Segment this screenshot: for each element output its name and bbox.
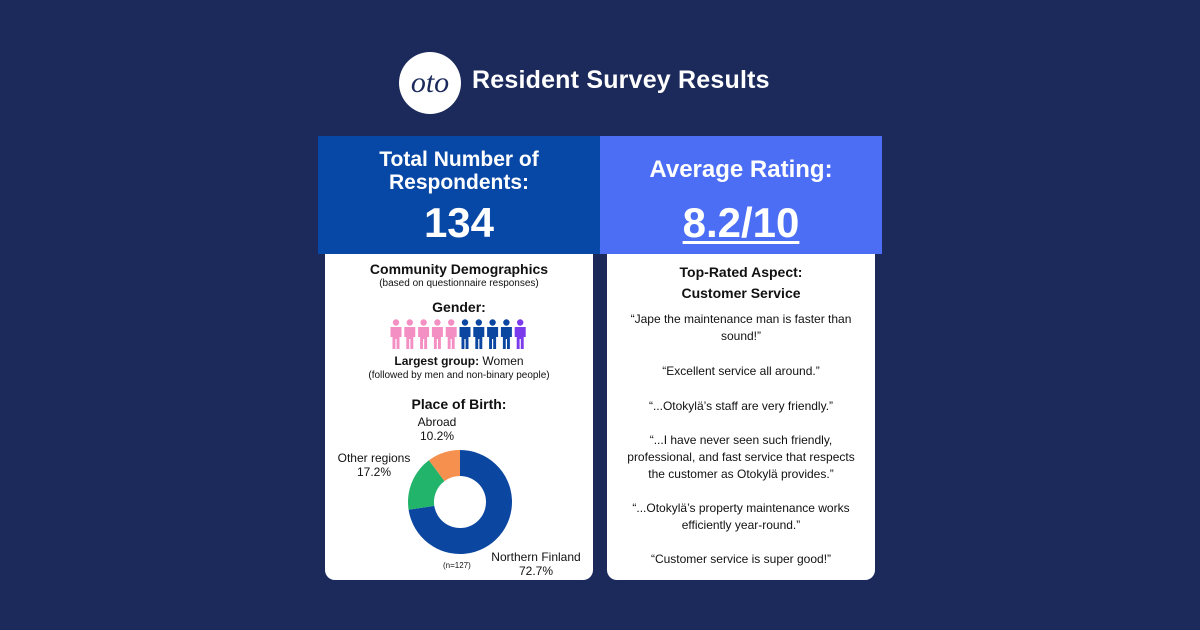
slice-northern-finland: [408, 450, 512, 554]
respondents-value: 134: [423, 199, 495, 246]
oto-logo: oto: [399, 52, 461, 114]
demographics-title: Community Demographics: [369, 261, 549, 277]
women-person-icon: [431, 319, 443, 349]
men-person-icon: [459, 319, 471, 349]
demographics-subtitle: (based on questionnaire responses): [379, 278, 539, 289]
women-person-icon: [445, 319, 457, 349]
gender-pictogram: [390, 319, 526, 349]
slice-abroad: [428, 450, 460, 482]
logo-text: oto: [411, 66, 449, 99]
rating-kpi: Average Rating: 8.2/10: [600, 136, 882, 254]
slice-value-abroad: 10.2%: [419, 429, 455, 443]
gender-title: Gender:: [432, 299, 486, 315]
men-person-icon: [473, 319, 485, 349]
top-rated-card: Top-Rated Aspect: Customer Service “Jape…: [607, 254, 875, 580]
slice-other-regions: [408, 460, 445, 510]
top-rated-title-line1: Top-Rated Aspect:: [679, 264, 803, 280]
slice-name-northern-finland: Northern Finland: [491, 550, 581, 564]
quote-2: “Excellent service all around.”: [662, 364, 820, 378]
page-title: Resident Survey Results: [472, 66, 770, 94]
demographics-card: Community Demographics (based on questio…: [325, 254, 593, 580]
largest-group: Largest group: Women: [325, 354, 593, 368]
slice-label-abroad: Abroad 10.2%: [409, 415, 465, 443]
top-rated-title-line2: Customer Service: [681, 285, 801, 301]
quote-6: “Customer service is super good!”: [650, 552, 832, 566]
largest-group-label: Largest group:: [394, 354, 480, 368]
non-binary-person-icon: [514, 319, 526, 349]
women-person-icon: [418, 319, 430, 349]
respondents-kpi: Total Number of Respondents: 134: [318, 136, 600, 254]
header: oto Resident Survey Results: [0, 52, 1200, 114]
respondents-label-line2: Respondents:: [388, 171, 529, 194]
slice-label-northern-finland: Northern Finland 72.7%: [483, 550, 589, 578]
top-rated-title: Top-Rated Aspect: Customer Service: [607, 262, 875, 304]
sample-size-label: (n=127): [443, 561, 471, 570]
largest-group-value: Women: [479, 354, 524, 368]
men-person-icon: [500, 319, 512, 349]
men-person-icon: [487, 319, 499, 349]
slice-name-abroad: Abroad: [417, 415, 457, 429]
rating-label: Average Rating:: [649, 156, 833, 183]
largest-group-note: (followed by men and non-binary people): [368, 370, 550, 381]
slice-label-other-regions: Other regions 17.2%: [331, 451, 417, 479]
slice-value-other-regions: 17.2%: [356, 465, 392, 479]
place-of-birth-donut: [408, 450, 512, 554]
women-person-icon: [404, 319, 416, 349]
women-person-icon: [390, 319, 402, 349]
respondents-label: Total Number of Respondents:: [318, 148, 600, 194]
slice-value-northern-finland: 72.7%: [518, 564, 554, 578]
place-of-birth-title: Place of Birth:: [411, 396, 507, 412]
quote-4: “...I have never seen such friendly, pro…: [627, 433, 855, 481]
quote-3: “...Otokylä’s staff are very friendly.”: [648, 399, 834, 413]
quote-1: “Jape the maintenance man is faster than…: [630, 312, 852, 343]
rating-value[interactable]: 8.2/10: [682, 199, 800, 246]
respondents-label-line1: Total Number of: [379, 148, 539, 171]
quote-5: “...Otokylä’s property maintenance works…: [632, 501, 850, 532]
slice-name-other-regions: Other regions: [337, 451, 411, 465]
